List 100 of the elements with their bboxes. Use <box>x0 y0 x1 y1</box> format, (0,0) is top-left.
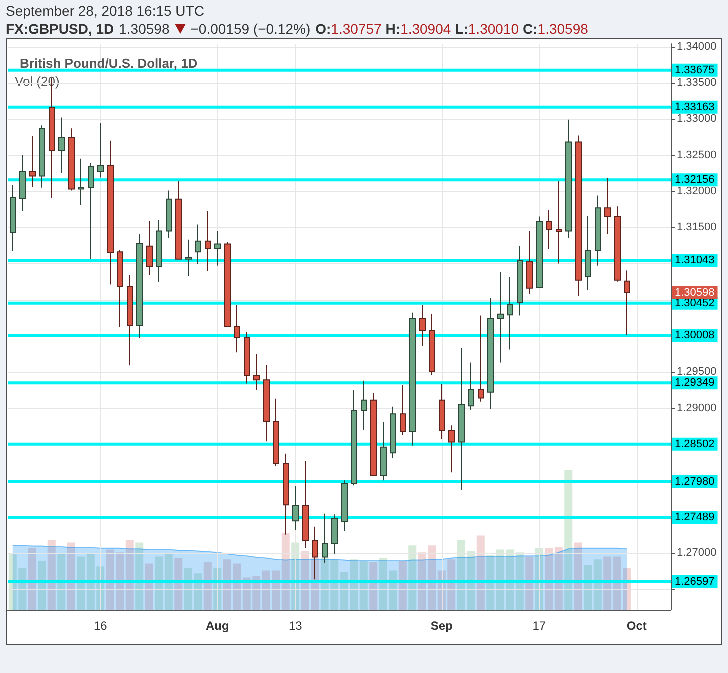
candlestick <box>292 486 299 531</box>
candlestick <box>166 190 172 239</box>
ref-line-label: 1.33675 <box>675 64 715 76</box>
candlestick <box>146 220 153 276</box>
candlestick <box>10 184 16 252</box>
candlestick <box>97 123 104 178</box>
ref-line-label: 1.31043 <box>675 254 715 267</box>
text: H:1.30904 <box>386 21 452 37</box>
candlestick <box>361 380 367 431</box>
candlestick <box>107 140 114 286</box>
bar <box>58 554 66 610</box>
ref-line-label: 1.28502 <box>675 438 715 450</box>
bar <box>408 546 417 610</box>
bar <box>174 558 183 610</box>
candlestick <box>468 362 474 411</box>
bar <box>594 560 602 610</box>
bar <box>545 548 554 610</box>
candlestick <box>624 270 630 336</box>
ref-line-label: 1.32156 <box>675 174 715 186</box>
candlestick <box>127 274 133 366</box>
candlestick <box>263 364 270 442</box>
bar <box>526 556 534 610</box>
candlestick <box>497 272 504 364</box>
candlestick <box>224 242 231 328</box>
y-tick-label: 1.34000 <box>677 40 717 53</box>
text: British Pound/U.S. Dollar, 1D <box>20 56 198 71</box>
y-tick-label: 1.33000 <box>677 113 717 126</box>
candlestick <box>380 422 387 482</box>
candlestick <box>400 384 406 436</box>
text: FX:GBPUSD, 1D <box>6 21 114 37</box>
y-tick-label: 1.32500 <box>677 149 717 162</box>
candlestick <box>273 398 279 467</box>
candlestick <box>565 119 572 239</box>
candlestick <box>302 460 309 550</box>
candlestick <box>546 210 552 250</box>
y-tick-label: 1.27000 <box>677 546 717 559</box>
bar <box>604 556 612 610</box>
candlestick <box>604 178 611 235</box>
candlestick <box>370 392 377 477</box>
candlestick <box>214 230 221 266</box>
bar <box>486 555 495 610</box>
candlestick <box>136 234 143 339</box>
x-tick-label: Aug <box>206 619 230 633</box>
candlestick <box>331 514 338 555</box>
ref-line-label: 1.26597 <box>675 576 715 588</box>
ref-line-label: 1.33163 <box>675 101 715 114</box>
text: O:1.30757 <box>316 21 382 37</box>
candlestick <box>575 135 582 297</box>
ref-line-label: 1.29349 <box>675 377 715 390</box>
candlestick <box>439 384 445 440</box>
candlestick <box>78 158 84 206</box>
bar <box>38 561 46 610</box>
bar <box>516 552 524 610</box>
candlestick <box>234 304 240 354</box>
bar <box>164 554 173 610</box>
ref-line-label: 1.27489 <box>675 512 715 524</box>
bar <box>155 556 164 610</box>
bar <box>28 548 36 610</box>
candlestick <box>458 348 465 491</box>
candlestick <box>478 315 484 402</box>
text: −0.00159 (−0.12%) <box>190 21 311 37</box>
bar <box>584 565 592 610</box>
candlestick <box>253 354 260 391</box>
bar <box>136 542 144 610</box>
candlestick <box>556 180 562 264</box>
ref-line-label: 1.30452 <box>675 297 715 310</box>
text: 1.30598 <box>675 286 715 299</box>
bar <box>204 562 212 610</box>
candlestick <box>185 239 192 277</box>
y-tick-label: 1.29000 <box>677 402 717 414</box>
bar <box>126 540 134 610</box>
candlestick <box>19 154 26 212</box>
candlestick <box>585 216 591 291</box>
text: 1.30598 <box>119 21 170 37</box>
bar <box>48 540 56 610</box>
bar <box>398 561 407 610</box>
candlestick <box>526 230 533 295</box>
candlestick <box>341 480 348 532</box>
bar <box>564 470 573 610</box>
bar <box>554 547 563 610</box>
bar <box>282 533 290 610</box>
candlestick <box>614 206 621 282</box>
candlestick <box>117 250 123 328</box>
bar <box>574 542 582 610</box>
candlestick <box>595 195 601 266</box>
x-tick-label: Sep <box>430 619 453 633</box>
x-tick-label: 16 <box>94 619 108 633</box>
candlestick <box>419 304 426 347</box>
x-tick-label: 13 <box>288 619 303 633</box>
candlestick <box>507 276 513 350</box>
ref-line-label: 1.27980 <box>675 476 715 488</box>
candlestick <box>487 298 494 410</box>
x-tick-label: Oct <box>626 619 647 633</box>
text: C:1.30598 <box>523 21 588 37</box>
bar <box>77 556 86 610</box>
candlestick <box>448 425 455 474</box>
text: L:1.30010 <box>455 21 519 37</box>
bar <box>67 542 76 610</box>
bar <box>360 561 368 610</box>
y-tick-label: 1.33500 <box>677 77 717 90</box>
